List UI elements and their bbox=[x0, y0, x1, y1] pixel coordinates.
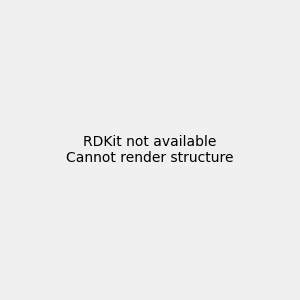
Text: RDKit not available
Cannot render structure: RDKit not available Cannot render struct… bbox=[66, 135, 234, 165]
